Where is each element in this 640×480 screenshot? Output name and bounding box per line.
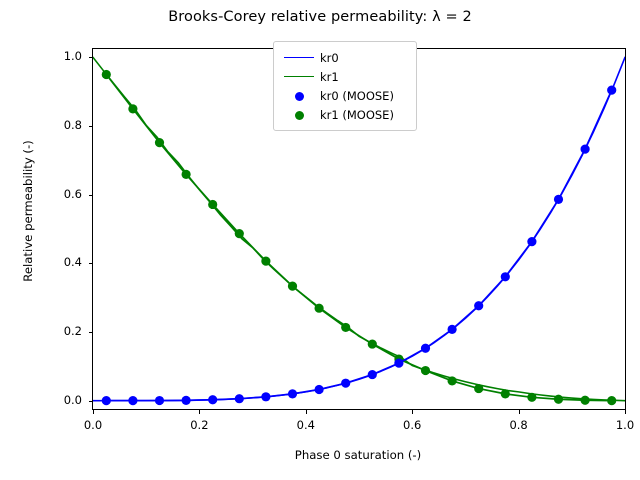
y-axis-label: Relative permeability (-) [21,140,35,282]
x-tick-label: 0.2 [190,418,209,432]
data-point [527,237,537,247]
data-point [234,229,244,239]
data-point [208,395,218,405]
data-point [607,85,617,95]
data-point [527,392,537,402]
page-title: Brooks-Corey relative permeability: λ = … [168,9,472,25]
x-tick-label: 0.0 [83,418,103,432]
y-tick-label: 0.2 [63,324,82,338]
y-tick-mark [89,400,93,402]
x-tick-mark [199,410,201,414]
data-point [261,392,271,402]
legend-item-label: kr1 (MOOSE) [320,107,394,122]
dot-glyph [295,111,304,120]
data-point [580,395,590,405]
data-point [341,322,351,333]
data-point [101,396,111,406]
data-point [367,339,377,349]
legend-item-label: kr0 (MOOSE) [320,88,394,103]
data-point [607,396,617,406]
x-axis-label: Phase 0 saturation (-) [294,448,422,462]
x-tick-mark [518,410,520,414]
legend-item[interactable]: kr0 (MOOSE) [282,86,408,105]
legend-item-label: kr0 [320,50,339,65]
x-tick-mark [305,410,307,414]
series-kr0-moose-markers [101,85,617,406]
y-tick-label: 0.4 [63,255,82,270]
legend-marker-icon [282,105,316,124]
y-tick-mark [89,194,93,196]
data-point [287,281,298,291]
legend-line-swatch [282,48,316,67]
data-point [128,104,138,114]
data-point [447,376,457,386]
data-point [420,343,431,353]
data-point [314,384,324,395]
x-tick-label: 0.8 [509,418,528,432]
legend-marker-icon [282,86,316,105]
legend-item[interactable]: kr1 (MOOSE) [282,105,408,124]
x-tick-label: 1.0 [615,418,635,432]
y-tick-label: 0.0 [63,392,82,407]
line-glyph [284,76,314,77]
legend: kr0 kr1 kr0 (MOOSE) kr1 (MOOSE) [273,41,417,131]
data-point [101,69,111,80]
plot-axes: 0.0 0.2 0.4 0.6 0.8 1.0 0.0 0.2 0.4 0.6 0.8 1.0 [64,48,634,432]
data-point [500,272,510,282]
data-point [287,389,298,399]
legend-item-label: kr1 [320,69,339,84]
data-point [580,144,590,154]
y-tick-label: 1.0 [63,49,82,64]
data-point [234,394,244,404]
data-point [208,199,218,210]
data-point [154,138,165,148]
dot-glyph [295,92,304,101]
data-point [474,383,484,394]
x-tick-label: 0.6 [403,418,422,432]
data-point [181,169,191,180]
x-tick-mark [625,410,626,414]
y-tick-label: 0.8 [63,118,82,132]
data-point [128,396,138,406]
data-point [447,324,457,334]
data-point [181,395,191,405]
data-point [474,301,484,311]
data-point [261,256,271,266]
legend-line-swatch [282,67,316,86]
data-point [314,303,324,313]
legend-item[interactable]: kr1 [282,67,408,86]
y-tick-mark [89,126,93,127]
y-tick-mark [89,57,93,59]
y-tick-mark [89,332,93,333]
data-point [553,394,564,404]
x-tick-mark [93,410,94,414]
line-glyph [284,57,314,58]
data-point [394,358,404,368]
data-point [154,395,165,406]
y-tick-mark [89,263,93,265]
x-tick-label: 0.4 [296,418,315,432]
data-point [553,194,564,205]
data-point [420,365,431,376]
data-point [367,369,377,380]
legend-item[interactable]: kr0 [282,48,408,67]
x-tick-mark [412,410,414,414]
plot-canvas [93,56,625,406]
y-tick-label: 0.6 [63,186,82,201]
data-point [341,378,351,388]
data-point [500,389,510,399]
